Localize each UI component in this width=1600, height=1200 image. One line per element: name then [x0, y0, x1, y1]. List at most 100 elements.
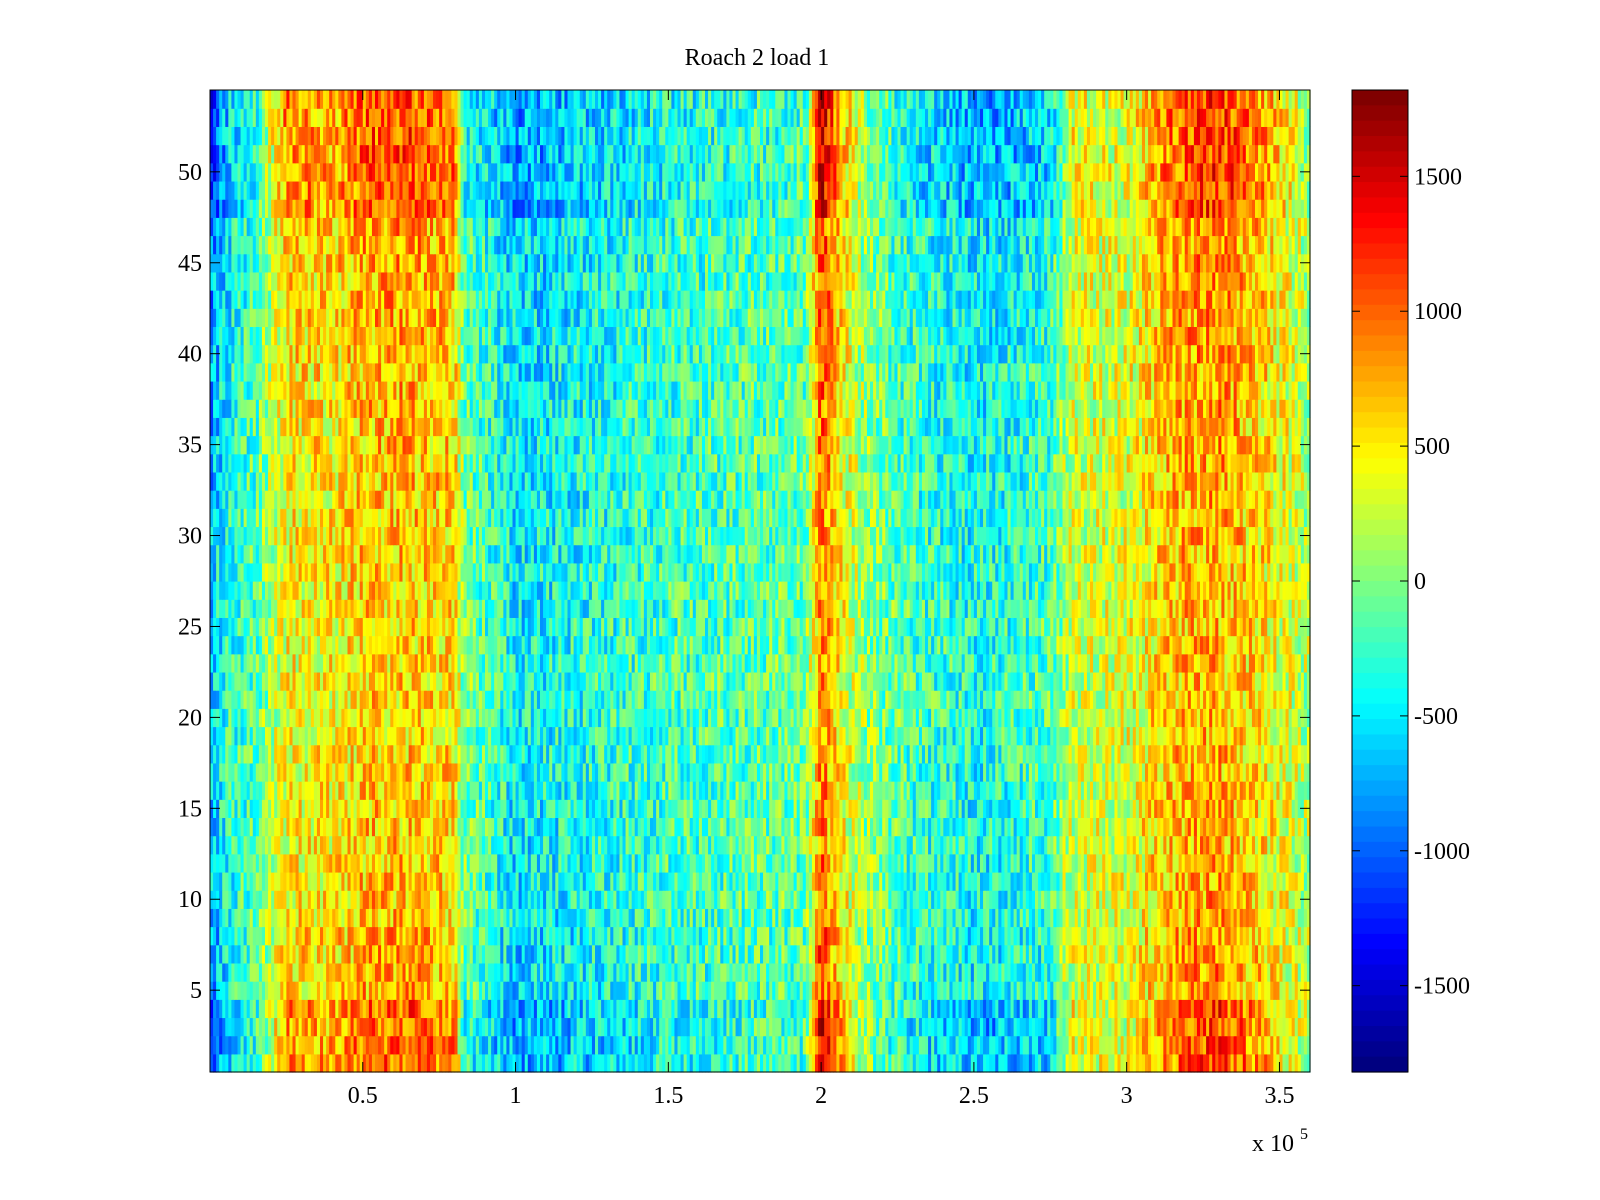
heatmap-cell — [533, 926, 538, 946]
heatmap-cell — [1077, 926, 1082, 946]
heatmap-cell — [1013, 1035, 1018, 1055]
heatmap-cell — [1083, 962, 1088, 982]
heatmap-cell — [909, 1035, 914, 1055]
heatmap-cell — [671, 1035, 676, 1055]
heatmap-cell — [323, 981, 327, 1000]
heatmap-cell — [280, 890, 284, 909]
heatmap-cell — [466, 1017, 471, 1037]
heatmap-cell — [839, 1035, 844, 1055]
heatmap-cell — [760, 1053, 764, 1073]
heatmap-cell — [344, 962, 349, 982]
heatmap-cell — [1248, 1035, 1253, 1055]
heatmap-cell — [1047, 944, 1051, 964]
heatmap-cell — [827, 1017, 831, 1037]
heatmap-cell — [717, 962, 721, 982]
heatmap-cell — [405, 1053, 410, 1073]
heatmap-cell — [1074, 981, 1079, 1000]
heatmap-cell — [1248, 981, 1253, 1000]
heatmap-cell — [567, 1035, 572, 1055]
heatmap-cell — [396, 908, 401, 928]
heatmap-cell — [411, 981, 416, 1000]
heatmap-cell — [234, 944, 239, 964]
heatmap-cell — [497, 890, 501, 909]
heatmap-cell — [1099, 944, 1103, 964]
heatmap-cell — [1160, 1017, 1164, 1037]
heatmap-cell — [793, 999, 798, 1019]
heatmap-cell — [402, 1053, 407, 1073]
heatmap-cell — [952, 999, 957, 1019]
heatmap-cell — [1184, 981, 1189, 1000]
heatmap-cell — [1135, 1017, 1140, 1037]
heatmap-cell — [478, 981, 483, 1000]
heatmap-cell — [1028, 944, 1033, 964]
heatmap-cell — [778, 999, 782, 1019]
heatmap-cell — [622, 981, 627, 1000]
heatmap-cell — [915, 944, 920, 964]
heatmap-cell — [1148, 926, 1152, 946]
heatmap-cell — [946, 999, 951, 1019]
heatmap-cell — [634, 981, 639, 1000]
heatmap-cell — [362, 981, 367, 1000]
heatmap-cell — [705, 926, 709, 946]
heatmap-cell — [506, 1053, 511, 1073]
heatmap-cell — [426, 890, 431, 909]
heatmap-cell — [842, 926, 847, 946]
heatmap-cell — [359, 1017, 364, 1037]
heatmap-cell — [588, 926, 593, 946]
heatmap-cell — [692, 926, 697, 946]
heatmap-cell — [1065, 926, 1070, 946]
heatmap-cell — [1206, 981, 1210, 1000]
heatmap-cell — [454, 999, 459, 1019]
heatmap-cell — [1273, 908, 1277, 928]
heatmap-cell — [216, 908, 220, 928]
heatmap-cell — [967, 962, 972, 982]
heatmap-cell — [659, 1035, 663, 1055]
heatmap-cell — [494, 1035, 498, 1055]
heatmap-cell — [533, 962, 538, 982]
heatmap-cell — [1123, 908, 1128, 928]
heatmap-cell — [796, 999, 801, 1019]
heatmap-cell — [766, 1053, 770, 1073]
heatmap-cell — [1227, 981, 1232, 1000]
heatmap-cell — [1123, 999, 1128, 1019]
heatmap-cell — [1163, 1017, 1167, 1037]
heatmap-cell — [1120, 1035, 1125, 1055]
heatmap-cell — [637, 944, 642, 964]
heatmap-cell — [903, 908, 908, 928]
heatmap-cell — [698, 1035, 703, 1055]
heatmap-cell — [1203, 981, 1207, 1000]
heatmap-cell — [970, 1053, 975, 1073]
heatmap-cell — [295, 944, 300, 964]
heatmap-cell — [1236, 1053, 1241, 1073]
heatmap-cell — [799, 944, 804, 964]
heatmap-cell — [842, 981, 847, 1000]
heatmap-cell — [310, 908, 315, 928]
heatmap-cell — [1056, 999, 1061, 1019]
heatmap-cell — [271, 926, 275, 946]
heatmap-cell — [1117, 1017, 1122, 1037]
heatmap-cell — [796, 1017, 801, 1037]
heatmap-cell — [961, 1035, 966, 1055]
heatmap-cell — [1212, 1035, 1216, 1055]
heatmap-cell — [500, 981, 504, 1000]
heatmap-cell — [976, 944, 981, 964]
heatmap-cell — [815, 999, 819, 1019]
heatmap-cell — [375, 1035, 379, 1055]
heatmap-cell — [570, 890, 575, 909]
heatmap-cell — [411, 926, 416, 946]
heatmap-cell — [350, 981, 355, 1000]
heatmap-cell — [1233, 981, 1238, 1000]
heatmap-cell — [1035, 962, 1039, 982]
heatmap-cell — [729, 890, 734, 909]
heatmap-cell — [310, 981, 315, 1000]
heatmap-cell — [656, 1053, 660, 1073]
heatmap-cell — [1245, 962, 1250, 982]
heatmap-cell — [1093, 1035, 1097, 1055]
heatmap-cell — [1025, 962, 1030, 982]
heatmap-cell — [1141, 908, 1146, 928]
heatmap-cell — [417, 962, 422, 982]
heatmap-cell — [509, 944, 514, 964]
heatmap-cell — [1120, 908, 1125, 928]
heatmap-cell — [268, 1017, 272, 1037]
heatmap-cell — [1132, 981, 1137, 1000]
